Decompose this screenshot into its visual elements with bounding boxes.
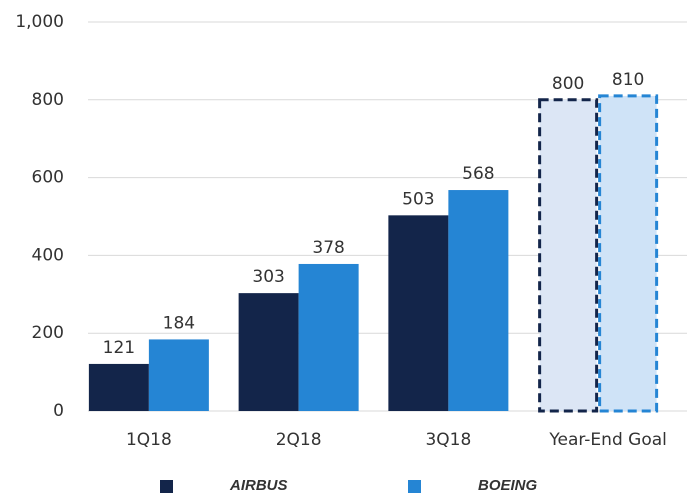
data-label: 121 — [103, 338, 135, 358]
x-tick-label: 1Q18 — [126, 430, 172, 450]
data-label: 800 — [552, 74, 584, 94]
y-tick-label: 400 — [32, 245, 64, 265]
x-tick-label: Year-End Goal — [548, 430, 666, 450]
data-label: 810 — [612, 70, 644, 90]
y-tick-label: 1,000 — [15, 12, 64, 32]
x-tick-label: 3Q18 — [425, 430, 471, 450]
bar — [238, 293, 299, 411]
bar — [88, 363, 149, 411]
data-label: 568 — [462, 164, 494, 184]
bar — [298, 263, 359, 411]
y-tick-label: 0 — [53, 401, 64, 421]
legend-swatch — [160, 480, 173, 493]
bar — [388, 215, 449, 411]
bar — [448, 190, 509, 411]
x-tick-label: 2Q18 — [276, 430, 322, 450]
y-tick-label: 800 — [32, 90, 64, 110]
legend-label: BOEING — [478, 477, 538, 494]
data-label: 378 — [312, 238, 344, 258]
data-label: 184 — [163, 313, 195, 333]
legend-swatch — [408, 480, 421, 493]
bar — [148, 339, 209, 411]
y-tick-label: 600 — [32, 168, 64, 188]
data-label: 303 — [252, 267, 284, 287]
bar — [598, 94, 659, 413]
y-tick-label: 200 — [32, 323, 64, 343]
data-label: 503 — [402, 189, 434, 209]
legend-label: AIRBUS — [229, 477, 288, 494]
bar — [538, 98, 599, 413]
